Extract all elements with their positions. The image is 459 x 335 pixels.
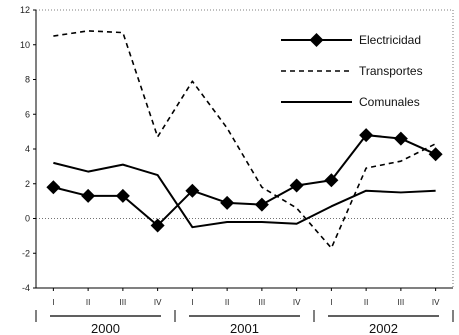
legend: Electricidad Transportes Comunales xyxy=(281,33,423,109)
data-point-marker xyxy=(81,188,96,203)
data-point-marker xyxy=(115,188,130,203)
series-line-electricidad xyxy=(53,134,437,227)
year-label: 2001 xyxy=(230,321,259,335)
data-point-marker xyxy=(185,183,200,198)
x-tick-label: IV xyxy=(154,298,162,307)
y-tick-label: 10 xyxy=(20,40,30,50)
data-point-marker xyxy=(150,218,165,233)
data-point-marker xyxy=(254,197,269,212)
x-tick-label: III xyxy=(398,298,405,307)
year-separators: 2000 2001 2002 xyxy=(35,310,454,335)
y-tick-label: -2 xyxy=(22,248,30,258)
data-point-marker xyxy=(359,128,374,143)
x-tick-label: I xyxy=(191,298,193,307)
x-tick-label: I xyxy=(330,298,332,307)
x-tick-label: II xyxy=(225,298,229,307)
series-line-comunales xyxy=(53,161,436,229)
x-tick-label: IV xyxy=(432,298,440,307)
y-tick-label: -4 xyxy=(22,283,30,293)
data-point-marker xyxy=(289,178,304,193)
data-point-marker xyxy=(46,180,61,195)
legend-label: Comunales xyxy=(359,95,420,109)
legend-marker xyxy=(309,33,324,47)
series-line-transportes xyxy=(53,30,436,249)
data-point-marker xyxy=(428,147,443,162)
y-tick-label: 6 xyxy=(25,109,30,119)
y-tick-label: 8 xyxy=(25,75,30,85)
x-tick-label: I xyxy=(52,298,54,307)
year-label: 2002 xyxy=(369,321,398,335)
y-tick-label: 2 xyxy=(25,179,30,189)
series-layer xyxy=(46,30,443,249)
data-point-marker xyxy=(220,195,235,210)
y-tick-label: 0 xyxy=(25,214,30,224)
y-tick-label: 4 xyxy=(25,144,30,154)
legend-label: Transportes xyxy=(359,64,423,78)
x-tick-label: III xyxy=(259,298,266,307)
x-tick-label: III xyxy=(120,298,127,307)
year-label: 2000 xyxy=(91,321,120,335)
x-tick-label: II xyxy=(364,298,368,307)
legend-label: Electricidad xyxy=(359,33,421,47)
data-point-marker xyxy=(393,131,408,146)
y-tick-label: 12 xyxy=(20,5,30,15)
x-tick-label: II xyxy=(86,298,90,307)
x-tick-label: IV xyxy=(293,298,301,307)
data-point-marker xyxy=(324,173,339,188)
